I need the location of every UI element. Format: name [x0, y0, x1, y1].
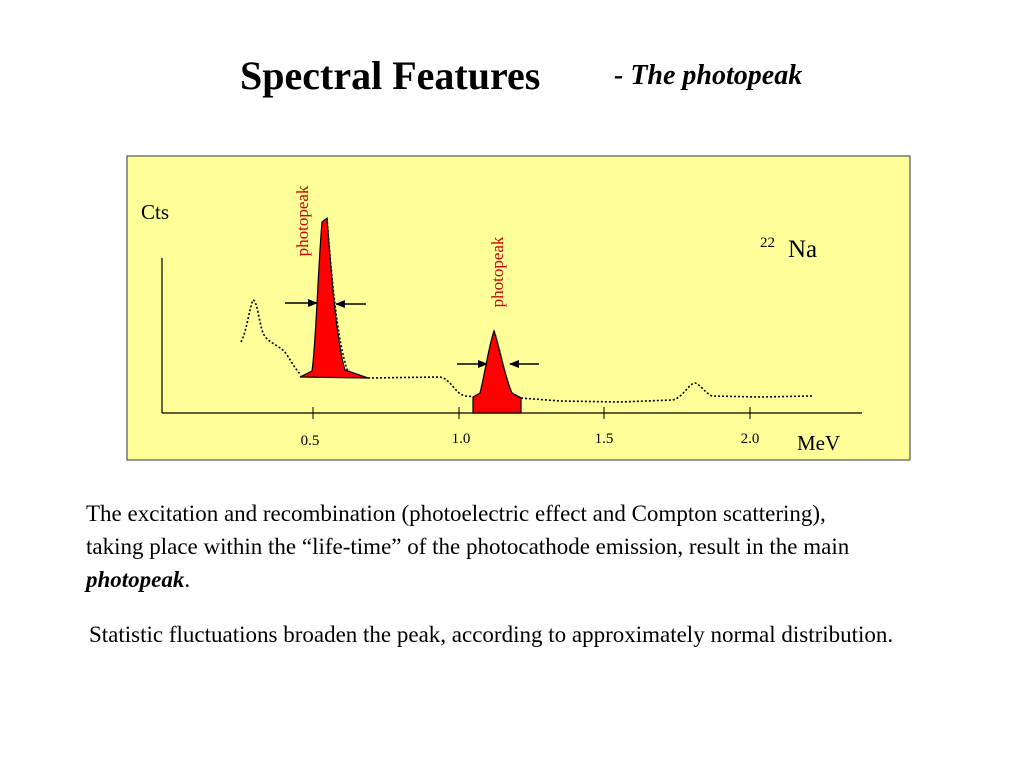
photopeak-emphasis: photopeak	[86, 567, 185, 592]
x-tick-label: 1.5	[595, 431, 614, 447]
y-axis-label: Cts	[141, 200, 169, 224]
paragraph-excitation: The excitation and recombination (photoe…	[86, 497, 886, 596]
paragraph-fluctuations: Statistic fluctuations broaden the peak,…	[89, 622, 894, 647]
paragraph-excitation-end: .	[184, 567, 191, 592]
x-tick-label: 1.0	[452, 431, 471, 447]
diagram-panel	[126, 155, 911, 461]
paragraph-excitation-text: The excitation and recombination (photoe…	[86, 501, 850, 559]
x-tick-label: 0.5	[301, 433, 320, 449]
photopeak-label-2: photopeak	[488, 236, 507, 307]
spectrum-baseline-right	[520, 382, 813, 403]
photopeak-label-1: photopeak	[293, 185, 312, 256]
isotope-symbol: Na	[788, 236, 817, 263]
photopeak-1-outline	[326, 217, 349, 373]
x-tick-label: 2.0	[741, 431, 760, 447]
photopeak-2-outline	[493, 330, 522, 399]
slide-subtitle: - The photopeak	[614, 60, 803, 91]
compton-continuum-left	[240, 299, 302, 376]
x-axis-label: MeV	[797, 431, 840, 455]
slide-title: Spectral Features	[240, 53, 541, 98]
isotope-mass-number: 22	[760, 235, 775, 251]
